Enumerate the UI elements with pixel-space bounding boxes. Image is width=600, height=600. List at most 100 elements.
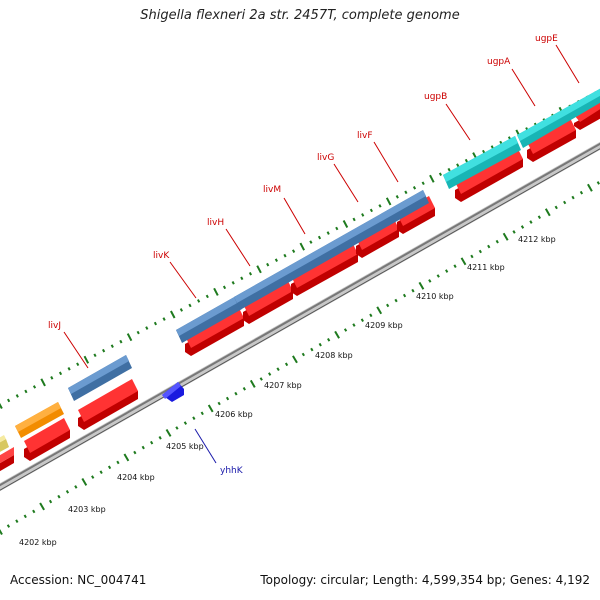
scale-tick: [175, 426, 179, 430]
scale-tick: [571, 195, 575, 200]
genome-backbone: [0, 141, 600, 492]
scale-tick: [490, 145, 494, 149]
scale-tick: [512, 230, 516, 234]
scale-tick: [310, 347, 314, 352]
cds-arrow[interactable]: [527, 118, 576, 162]
gene-yhhK-arrow[interactable]: [162, 382, 184, 402]
scale-tick: [141, 445, 145, 450]
scale-tick: [57, 494, 61, 499]
scale-tick: [102, 348, 106, 353]
scale-tick: [385, 197, 392, 206]
scale-tick: [394, 298, 398, 303]
cds-arrow[interactable]: [78, 379, 138, 430]
scale-tick: [456, 163, 460, 167]
gene-bar-orange[interactable]: [15, 402, 64, 438]
scale-tick: [520, 225, 525, 229]
scale-tick: [386, 303, 390, 308]
scale-tick: [91, 475, 95, 479]
scale-tick: [460, 257, 467, 266]
kbp-label: 4207 kbp: [264, 381, 302, 390]
scale-tick: [352, 217, 356, 222]
scale-tick: [360, 318, 364, 322]
gene-label-ugpA[interactable]: ugpA: [487, 57, 511, 67]
scale-tick: [402, 293, 407, 298]
gene-bar-livJ[interactable]: [68, 355, 132, 401]
gene-label-livF[interactable]: livF: [357, 131, 373, 141]
scale-tick: [248, 271, 253, 276]
scale-tick: [0, 402, 3, 409]
gene-bar-livK[interactable]: [176, 296, 242, 343]
cds-arrow[interactable]: [243, 279, 293, 324]
scale-tick: [7, 398, 11, 403]
gene-bar-yellow[interactable]: [0, 435, 9, 453]
scale-tick: [213, 287, 219, 296]
scale-tick: [429, 174, 435, 183]
scale-tick: [317, 235, 322, 240]
scale-tick: [404, 190, 408, 195]
scale-tick: [502, 232, 509, 241]
scale-tick: [158, 436, 162, 440]
kbp-label: 4203 kbp: [68, 505, 106, 514]
gene-label-livJ[interactable]: livJ: [48, 321, 61, 331]
kbp-label: 4212 kbp: [518, 235, 556, 244]
scale-tick: [376, 306, 383, 315]
cds-arrow[interactable]: [455, 147, 523, 202]
kbp-labels: 4202 kbp 4203 kbp 4204 kbp 4205 kbp 4206…: [19, 235, 556, 547]
kbp-label: 4210 kbp: [416, 292, 454, 301]
gene-label-livH[interactable]: livH: [207, 218, 224, 228]
scale-tick: [428, 279, 432, 283]
gene-label-yhhK[interactable]: yhhK: [220, 466, 244, 476]
gene-label-livK[interactable]: livK: [153, 251, 170, 261]
scale-tick: [579, 190, 584, 195]
scale-tick: [412, 186, 417, 190]
scale-tick: [464, 158, 468, 163]
gene-bar-ugpA-ugpE[interactable]: [517, 86, 600, 148]
scale-tick: [309, 240, 313, 244]
gene-label-livG[interactable]: livG: [317, 153, 334, 163]
gene-bar-livH-livM-livG-livF[interactable]: [234, 190, 429, 310]
scale-tick: [495, 239, 499, 244]
scale-tick: [411, 288, 415, 293]
gene-label-ugpB[interactable]: ugpB: [424, 92, 447, 102]
scale-tick: [284, 362, 289, 367]
kbp-label: 4206 kbp: [215, 410, 253, 419]
scale-tick: [162, 317, 166, 321]
scale-tick: [39, 502, 45, 511]
scale-tick: [318, 342, 322, 347]
scale-tick: [342, 220, 349, 228]
cds-arrow[interactable]: [0, 447, 14, 474]
scale-tick: [544, 208, 551, 217]
scale-tick: [299, 242, 305, 251]
gene-labels: livJ livK livH livM livG livF ugpB ugpA …: [48, 34, 558, 476]
scale-tick: [231, 281, 235, 285]
cds-arrow[interactable]: [185, 306, 244, 356]
kbp-label: 4211 kbp: [467, 263, 505, 272]
scale-tick: [119, 339, 123, 344]
scale-tick: [205, 294, 209, 299]
gene-label-livM[interactable]: livM: [263, 185, 281, 195]
scale-tick: [200, 411, 204, 416]
scale-tick: [48, 499, 53, 504]
scale-tick: [222, 285, 227, 290]
scale-tick: [242, 387, 246, 391]
scale-tick: [596, 181, 600, 185]
accession-text: Accession: NC_004741: [10, 573, 147, 587]
scale-tick: [326, 231, 330, 235]
scale-tick: [133, 450, 137, 455]
scale-tick: [67, 367, 71, 371]
gene-label-leaders: [63, 44, 580, 464]
scale-tick: [361, 213, 365, 217]
scale-tick: [395, 195, 399, 199]
scale-tick: [352, 323, 356, 327]
scale-tick: [259, 377, 263, 381]
gene-bar-ugpB[interactable]: [443, 136, 521, 189]
scale-tick: [436, 274, 440, 278]
cds-arrow[interactable]: [291, 242, 358, 296]
scale-tick: [283, 253, 287, 258]
scale-tick: [421, 181, 425, 186]
scale-tick: [537, 215, 541, 219]
scale-tick: [50, 376, 54, 380]
cds-arrow[interactable]: [24, 418, 70, 461]
gene-label-ugpE[interactable]: ugpE: [535, 34, 558, 44]
scale-tick: [234, 391, 238, 396]
